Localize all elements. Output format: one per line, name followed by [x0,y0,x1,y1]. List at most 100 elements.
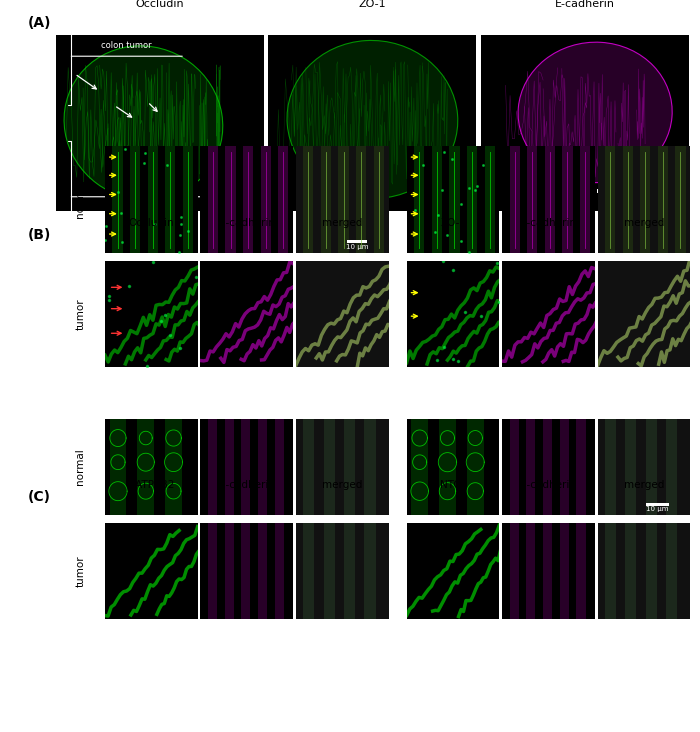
Bar [148,146,158,253]
Text: (B): (B) [28,228,51,242]
Bar [640,146,650,253]
Bar [208,146,218,253]
Bar [576,419,585,515]
Ellipse shape [518,42,672,183]
Bar [576,523,585,619]
Bar [274,419,284,515]
Text: OATP1B2: OATP1B2 [127,480,175,490]
Text: Occludin: Occludin [129,218,174,228]
Bar [559,523,569,619]
Bar [645,419,657,515]
Bar [258,419,267,515]
Bar [323,523,335,619]
Bar [414,146,424,253]
Bar [605,419,616,515]
Bar [597,189,648,193]
Bar [449,146,459,253]
Text: colon tumor: colon tumor [102,41,152,50]
Bar [605,146,615,253]
Bar [658,146,668,253]
Bar [510,146,519,253]
Text: E-cadherin: E-cadherin [218,480,274,490]
Bar [666,419,677,515]
Text: 10 μm: 10 μm [346,244,368,250]
Bar [208,523,217,619]
Bar [562,146,573,253]
Bar [208,419,217,515]
Bar [183,146,193,253]
Text: (A): (A) [28,16,52,30]
Bar [303,419,314,515]
Bar [666,523,677,619]
Text: tumor: tumor [76,298,85,330]
Bar [225,419,234,515]
Bar [432,146,442,253]
Bar [137,419,154,515]
Bar [484,146,495,253]
Text: 1 mm: 1 mm [610,195,634,203]
Bar [625,523,636,619]
Bar [258,523,267,619]
Bar [241,419,251,515]
Bar [622,146,633,253]
Bar [510,419,519,515]
Text: normal colon: normal colon [120,198,175,207]
Text: tumor: tumor [76,555,85,587]
Bar [545,146,555,253]
Text: E-cadherin: E-cadherin [554,0,615,9]
Bar [676,146,685,253]
Bar [510,523,519,619]
Bar [625,419,636,515]
Bar [243,146,253,253]
Bar [130,146,140,253]
Bar [321,146,331,253]
Bar [526,419,536,515]
Bar [543,419,552,515]
Bar [339,146,349,253]
Bar [645,523,657,619]
Text: 10 μm: 10 μm [646,507,668,512]
Text: merged: merged [624,480,664,490]
Bar [412,419,428,515]
Bar [527,146,538,253]
Text: merged: merged [624,218,664,228]
Bar [467,419,484,515]
Text: Occludin: Occludin [136,0,184,9]
Bar [645,504,669,506]
Text: ZO-1: ZO-1 [358,0,386,9]
Bar [439,419,456,515]
Bar [278,146,288,253]
Text: E-cadherin: E-cadherin [521,480,577,490]
Text: ZO-1: ZO-1 [440,218,466,228]
Bar [344,419,355,515]
Bar [605,523,616,619]
Bar [225,146,236,253]
Text: (C): (C) [28,490,51,504]
Text: normal: normal [76,449,85,485]
Text: normal: normal [76,182,85,218]
Bar [110,419,126,515]
Bar [356,146,366,253]
Text: merged: merged [322,480,363,490]
Bar [303,146,314,253]
Bar [165,146,176,253]
Bar [526,523,536,619]
Bar [113,146,122,253]
Bar [346,240,368,242]
Ellipse shape [287,40,458,198]
Text: merged: merged [322,218,363,228]
Bar [559,419,569,515]
Bar [580,146,590,253]
Text: E-cadherin: E-cadherin [521,218,577,228]
Bar [374,146,384,253]
Text: NTCP: NTCP [440,480,466,490]
Bar [344,523,355,619]
Bar [165,419,182,515]
Bar [241,523,251,619]
Bar [543,523,552,619]
Bar [303,523,314,619]
Bar [274,523,284,619]
Bar [225,523,234,619]
Bar [323,419,335,515]
Bar [467,146,477,253]
